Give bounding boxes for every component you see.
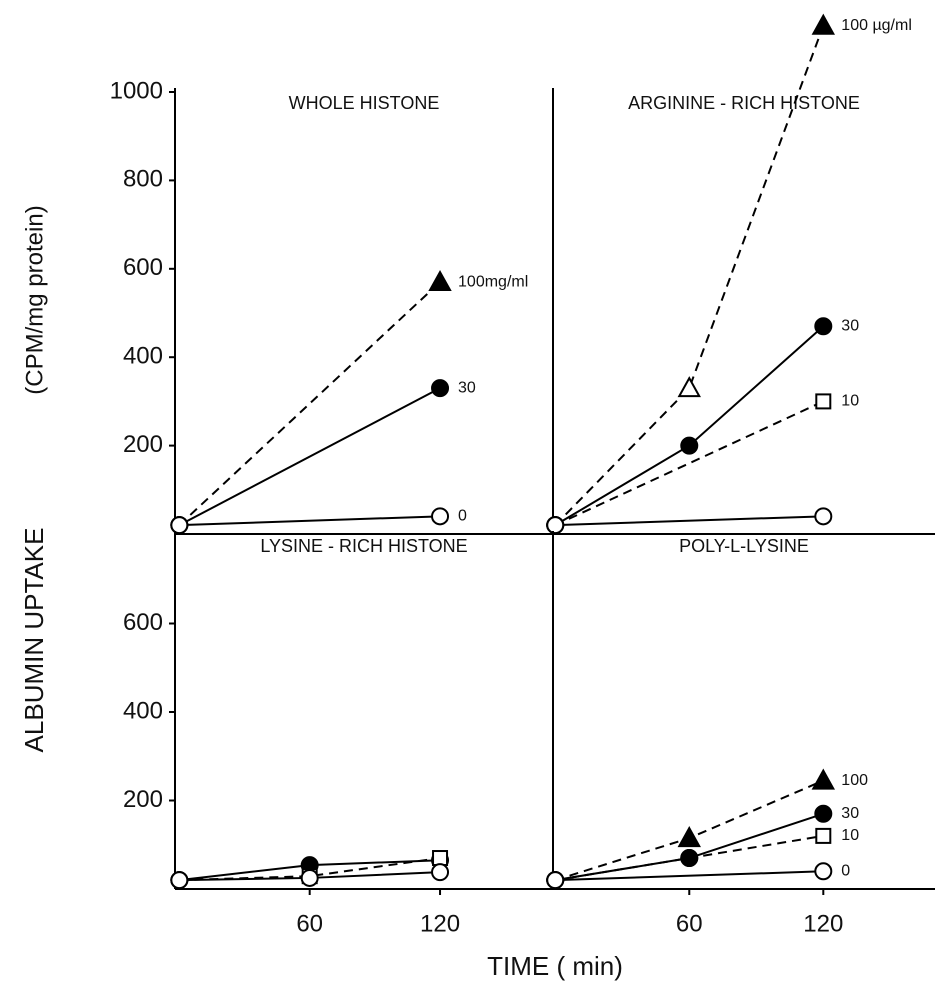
point bbox=[300, 868, 319, 887]
series-line bbox=[179, 515, 441, 527]
point bbox=[814, 804, 833, 823]
y-tick-label: 600 bbox=[123, 609, 163, 636]
point bbox=[677, 826, 701, 848]
series-line bbox=[555, 515, 824, 527]
point bbox=[814, 317, 833, 336]
series-label: 100 µg/ml bbox=[841, 17, 912, 34]
point bbox=[428, 270, 452, 292]
point bbox=[170, 516, 189, 535]
y-tick-label: 400 bbox=[123, 697, 163, 724]
y-tick-label: 400 bbox=[123, 343, 163, 370]
panel-title: POLY-L-LYSINE bbox=[679, 536, 809, 556]
panel-title: LYSINE - RICH HISTONE bbox=[260, 536, 467, 556]
series-label: 100mg/ml bbox=[458, 273, 528, 290]
series-label: 0 bbox=[841, 863, 850, 880]
series-line bbox=[554, 25, 825, 526]
panel-title: WHOLE HISTONE bbox=[289, 93, 440, 113]
series-line bbox=[178, 387, 441, 527]
x-tick-label: 120 bbox=[420, 910, 460, 937]
series-label: 0 bbox=[458, 508, 467, 525]
y-tick-label: 600 bbox=[123, 254, 163, 281]
x-tick-label: 120 bbox=[803, 910, 843, 937]
point bbox=[814, 862, 833, 881]
y-axis-label: (CPM/mg protein) bbox=[21, 205, 48, 394]
series-label: 100 bbox=[841, 772, 868, 789]
point bbox=[680, 436, 699, 455]
series-label: 30 bbox=[458, 379, 476, 396]
y-tick-label: 200 bbox=[123, 431, 163, 458]
y-tick-label: 1000 bbox=[110, 77, 163, 104]
point bbox=[680, 849, 699, 868]
series-label: 10 bbox=[841, 827, 859, 844]
x-tick-label: 60 bbox=[676, 910, 703, 937]
series-label: 30 bbox=[841, 805, 859, 822]
series-line bbox=[554, 400, 824, 527]
point bbox=[546, 871, 565, 890]
point bbox=[811, 13, 836, 35]
point bbox=[677, 376, 701, 398]
series-line bbox=[554, 325, 824, 527]
panel-title: ARGININE - RICH HISTONE bbox=[628, 93, 860, 113]
point bbox=[431, 863, 450, 882]
series-label: 30 bbox=[841, 317, 859, 334]
y-axis-label: ALBUMIN UPTAKE bbox=[19, 528, 49, 753]
series-line bbox=[555, 870, 824, 882]
point bbox=[431, 379, 450, 398]
series-line bbox=[178, 281, 441, 526]
point bbox=[170, 871, 189, 890]
x-tick-label: 60 bbox=[296, 910, 323, 937]
point bbox=[815, 827, 832, 844]
point bbox=[431, 507, 450, 526]
point bbox=[432, 850, 449, 867]
point bbox=[546, 516, 565, 535]
series-label: 10 bbox=[841, 393, 859, 410]
y-tick-label: 800 bbox=[123, 166, 163, 193]
point bbox=[814, 507, 833, 526]
point bbox=[815, 393, 832, 410]
x-axis-label: TIME ( min) bbox=[487, 951, 623, 981]
y-tick-label: 200 bbox=[123, 786, 163, 813]
point bbox=[811, 768, 836, 790]
series-line bbox=[179, 857, 441, 882]
